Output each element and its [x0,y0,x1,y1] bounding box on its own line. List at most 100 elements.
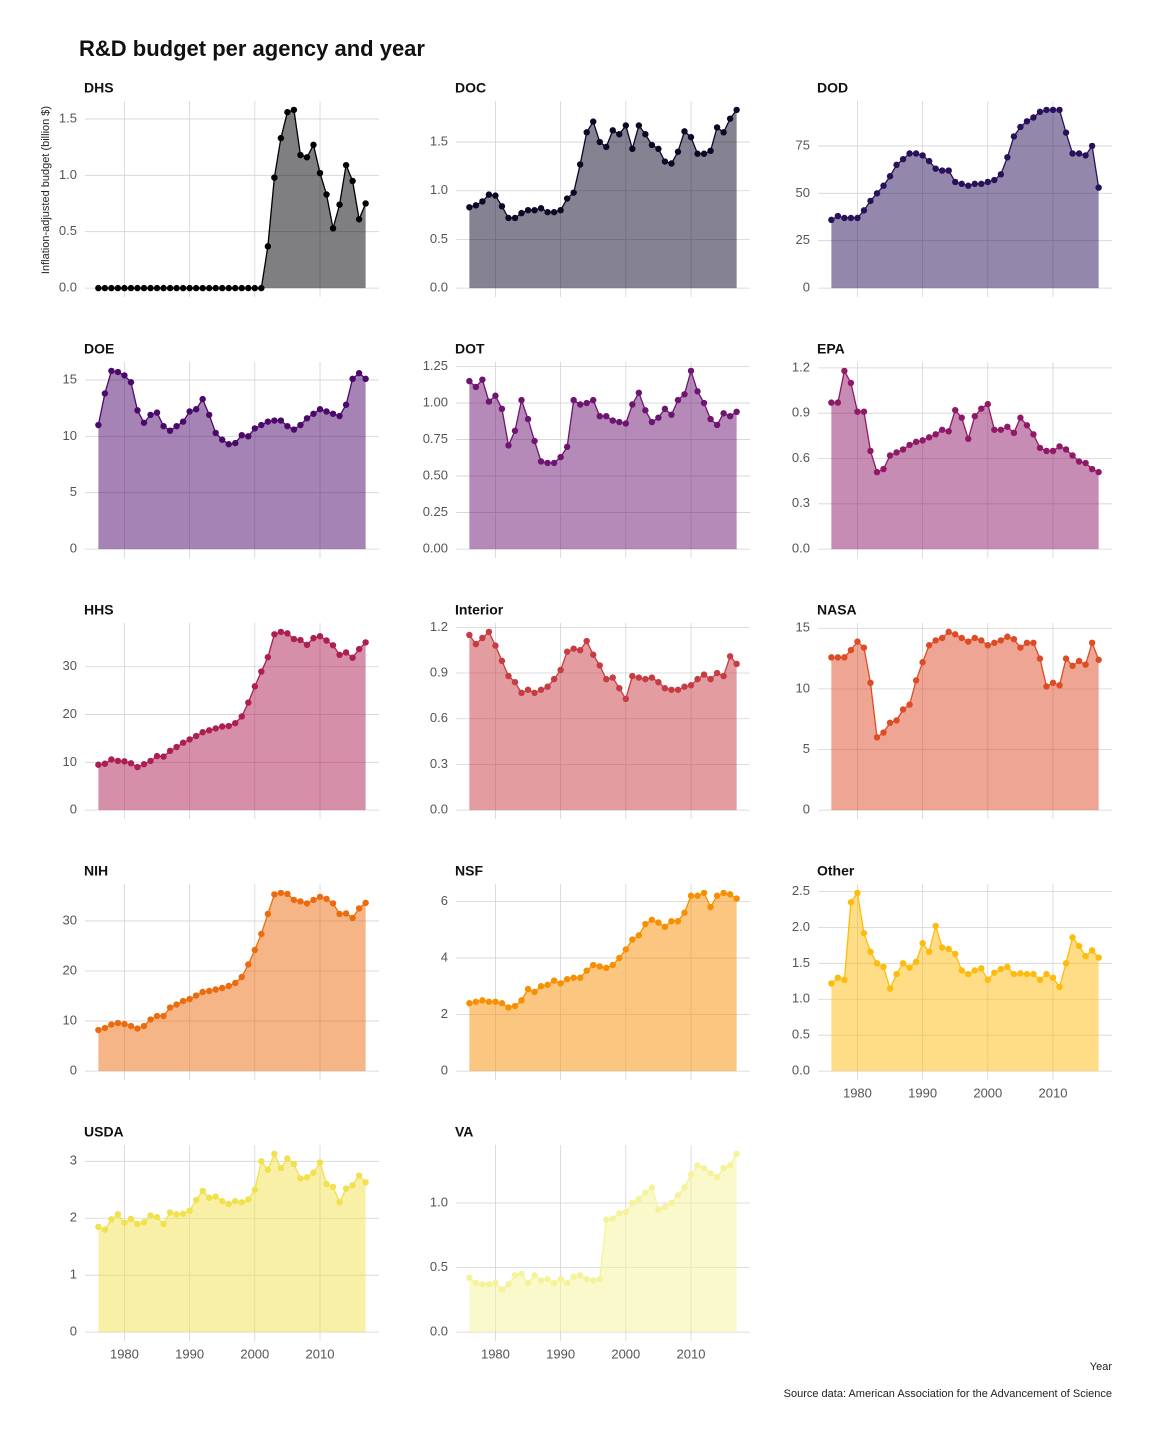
point [160,284,167,292]
point [873,190,881,197]
point [707,1170,714,1177]
point [323,895,330,903]
point [860,408,868,415]
point [590,1277,597,1284]
point [616,131,623,138]
point [349,1182,356,1189]
point [828,399,835,406]
point [219,1197,226,1205]
point [854,214,861,222]
point [258,668,265,675]
x-tick-label: 2000 [240,1346,269,1361]
point [713,1173,721,1181]
point [153,284,161,292]
point [661,923,669,931]
point [1023,970,1031,978]
point [867,679,874,687]
point [297,636,304,644]
y-tick-label: 10 [796,680,810,695]
point [971,967,978,974]
point [498,405,506,413]
point [932,431,939,438]
point [192,406,200,413]
point [505,1281,512,1288]
point [323,191,330,198]
point [101,390,109,397]
point [700,671,708,678]
point [919,437,926,444]
x-tick-label: 1990 [546,1346,575,1361]
point [687,682,695,689]
point [912,958,920,966]
point [932,922,939,930]
point [886,452,894,459]
point [1082,661,1089,668]
point [860,207,868,214]
point [205,411,213,419]
point [596,138,603,146]
point [232,1197,239,1205]
point [472,1279,480,1287]
point [687,367,695,375]
point [557,666,564,674]
point [329,642,337,649]
point [212,429,219,437]
point [284,630,291,637]
point [893,970,900,978]
area [98,892,366,1072]
point [616,1210,623,1217]
y-tick-label: 10 [63,754,77,769]
point [492,642,499,649]
point [511,427,519,434]
point [199,395,206,403]
point [258,421,265,429]
point [160,753,167,760]
panel-title: DOE [84,341,114,357]
point [479,634,486,642]
y-tick-label: 1.0 [59,167,77,182]
point [485,398,493,405]
point [622,1208,630,1216]
point [277,417,285,424]
point [590,651,597,658]
point [583,637,590,645]
point [550,977,558,984]
point [952,631,959,638]
point [238,973,245,981]
y-tick-label: 5 [70,484,77,499]
point [1049,447,1057,455]
point [622,946,630,953]
point [906,964,913,971]
point [661,405,669,413]
point [694,150,701,157]
point [720,410,727,417]
point [349,654,356,661]
point [1030,639,1037,647]
point [596,412,603,420]
point [668,160,675,167]
point [134,1220,141,1228]
point [912,438,920,446]
point [355,369,363,377]
point [297,1175,304,1182]
point [700,1164,708,1172]
point [140,419,148,426]
point [938,944,946,951]
point [342,910,350,917]
y-tick-label: 2 [70,1210,77,1225]
point [919,659,926,666]
point [707,147,714,155]
point [310,141,317,149]
panel-title: DOT [455,341,485,357]
point [238,431,245,439]
y-tick-label: 0.9 [430,664,448,679]
point [166,427,174,434]
y-tick-label: 0.5 [430,231,448,246]
point [179,997,187,1005]
point [537,205,545,212]
point [854,408,861,415]
point [563,1279,571,1287]
point [583,129,590,136]
point [720,1164,727,1172]
point [531,988,538,996]
